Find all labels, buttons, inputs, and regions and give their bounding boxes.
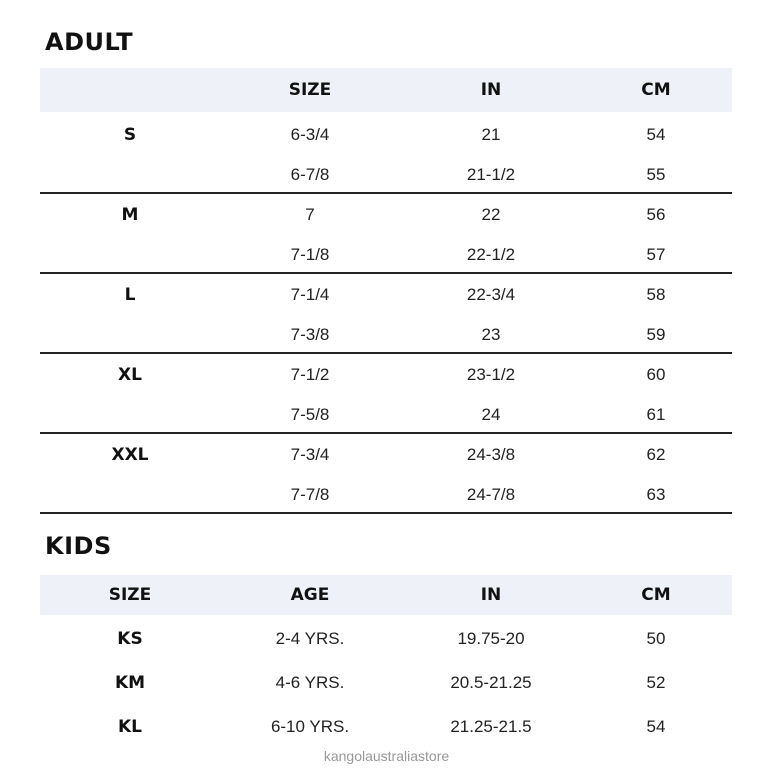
row-divider [40, 432, 732, 434]
table-row: XXL 7-3/4 24-3/8 62 [40, 435, 732, 475]
hat-size: 6-7/8 [290, 165, 330, 184]
centimeters: 57 [646, 245, 666, 264]
inches: 22-3/4 [466, 285, 516, 304]
table-row: M 7 22 56 [40, 195, 732, 235]
row-divider [40, 192, 732, 194]
row-divider [40, 272, 732, 274]
hat-size: 7-3/4 [290, 445, 330, 464]
centimeters: 56 [646, 205, 666, 224]
centimeters: 60 [646, 365, 666, 384]
hat-size: 7-7/8 [290, 485, 330, 504]
hat-size: 7-1/8 [290, 245, 330, 264]
age: 2-4 YRS. [275, 629, 345, 648]
inches: 21-1/2 [466, 165, 516, 184]
inches: 22-1/2 [466, 245, 516, 264]
kids-header-in: IN [480, 585, 502, 605]
centimeters: 63 [646, 485, 666, 504]
adult-title: ADULT [45, 28, 134, 56]
kids-header-age: AGE [290, 585, 330, 605]
size-label: S [123, 125, 137, 145]
inches: 23 [481, 325, 501, 344]
inches: 21.25-21.5 [450, 717, 532, 736]
inches: 23-1/2 [466, 365, 516, 384]
hat-size: 7-5/8 [290, 405, 330, 424]
inches: 19.75-20 [457, 629, 525, 648]
centimeters: 59 [646, 325, 666, 344]
inches: 24-3/8 [466, 445, 516, 464]
size-label: M [121, 205, 139, 225]
kids-header-row: SIZE AGE IN CM [40, 575, 732, 615]
table-row: XL 7-1/2 23-1/2 60 [40, 355, 732, 395]
inches: 24-7/8 [466, 485, 516, 504]
kids-header-cm: CM [641, 585, 671, 605]
centimeters: 55 [646, 165, 666, 184]
table-row: S 6-3/4 21 54 [40, 115, 732, 155]
watermark: kangolaustraliastore [323, 748, 450, 764]
adult-header-in: IN [480, 80, 502, 100]
adult-header-size: SIZE [288, 80, 332, 100]
table-row: L 7-1/4 22-3/4 58 [40, 275, 732, 315]
age: 6-10 YRS. [270, 717, 350, 736]
size-label: XXL [111, 445, 149, 465]
hat-size: 7-1/2 [290, 365, 330, 384]
hat-size: 7-1/4 [290, 285, 330, 304]
centimeters: 61 [646, 405, 666, 424]
age: 4-6 YRS. [275, 673, 345, 692]
kids-header-size: SIZE [108, 585, 152, 605]
inches: 24 [481, 405, 501, 424]
inches: 20.5-21.25 [450, 673, 532, 692]
inches: 21 [481, 125, 501, 144]
row-divider [40, 352, 732, 354]
hat-size: 7-3/8 [290, 325, 330, 344]
table-row: 7-5/8 24 61 [40, 395, 732, 435]
hat-size: 6-3/4 [290, 125, 330, 144]
hat-size: 7 [305, 205, 315, 224]
table-row: KL 6-10 YRS. 21.25-21.5 54 [40, 707, 732, 747]
table-row: KM 4-6 YRS. 20.5-21.25 52 [40, 663, 732, 703]
inches: 22 [481, 205, 501, 224]
centimeters: 62 [646, 445, 666, 464]
centimeters: 52 [646, 673, 666, 692]
table-row: 6-7/8 21-1/2 55 [40, 155, 732, 195]
adult-header-cm: CM [641, 80, 671, 100]
table-row: KS 2-4 YRS. 19.75-20 50 [40, 619, 732, 659]
centimeters: 58 [646, 285, 666, 304]
size-label: XL [118, 365, 142, 385]
adult-header-row: SIZE IN CM [40, 68, 732, 112]
table-row: 7-1/8 22-1/2 57 [40, 235, 732, 275]
kids-title: KIDS [45, 532, 112, 560]
size-label: L [124, 285, 136, 305]
table-row: 7-3/8 23 59 [40, 315, 732, 355]
size-label: KS [117, 629, 143, 649]
centimeters: 50 [646, 629, 666, 648]
row-divider [40, 512, 732, 514]
table-row: 7-7/8 24-7/8 63 [40, 475, 732, 515]
size-label: KM [114, 673, 146, 693]
centimeters: 54 [646, 717, 666, 736]
centimeters: 54 [646, 125, 666, 144]
size-label: KL [117, 717, 142, 737]
